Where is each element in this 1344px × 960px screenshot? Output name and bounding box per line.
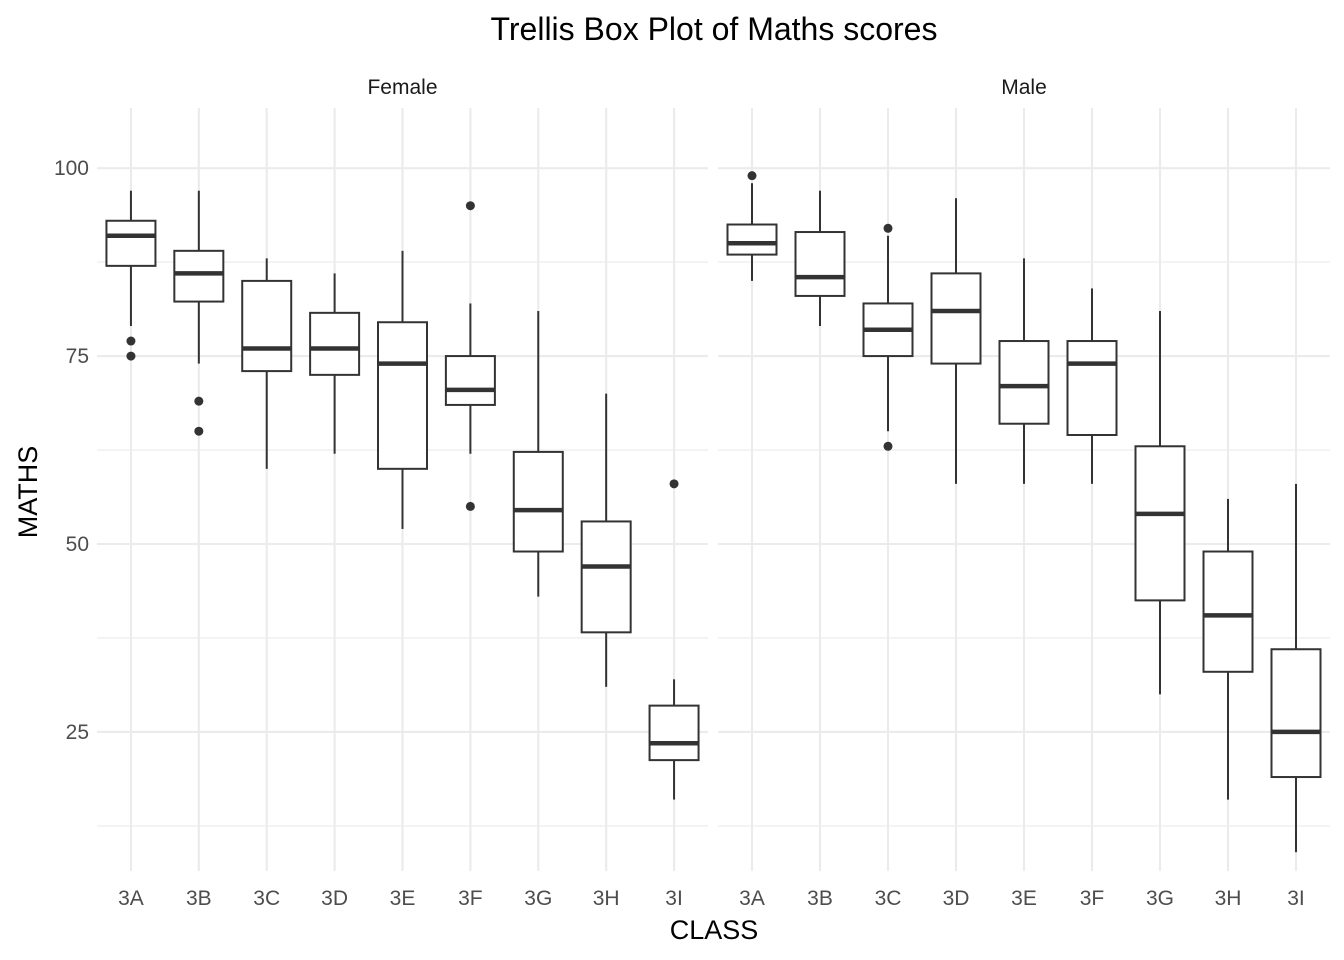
iqr-box [309,311,361,376]
facet-strip-label: Female [367,76,437,99]
box-3e [998,258,1050,484]
x-tick-label: 3E [390,887,416,910]
outlier-point [126,336,136,346]
iqr-box [1202,550,1254,673]
y-axis-label: MATHS [13,446,43,539]
x-tick-label: 3B [186,887,212,910]
iqr-box [1134,445,1186,602]
x-tick-label: 3A [118,887,144,910]
box-3d [309,273,361,454]
x-tick-label: 3I [1287,887,1305,910]
box-3i [648,479,700,800]
iqr-box [173,249,225,303]
chart-title: Trellis Box Plot of Maths scores [491,11,938,47]
x-tick-label: 3F [1080,887,1105,910]
iqr-box [241,279,293,373]
outlier-point [747,171,757,181]
outlier-point [883,223,893,233]
x-tick-label: 3C [253,887,280,910]
x-tick-label: 3B [807,887,833,910]
x-tick-label: 3G [1146,887,1174,910]
outlier-point [669,479,679,489]
y-tick-label: 100 [54,157,89,180]
x-tick-label: 3D [321,887,348,910]
panel-male: Male 3A 3B 3C 3D 3E 3F 3G 3H 3I [718,76,1330,910]
iqr-box [1270,648,1322,779]
iqr-box [512,450,564,553]
outlier-point [465,201,475,211]
box-3d [930,198,982,484]
y-tick-label: 75 [66,345,89,368]
box-3f [444,201,496,511]
iqr-box [105,219,157,267]
x-tick-label: 3H [1215,887,1242,910]
x-tick-label: 3I [665,887,683,910]
iqr-box [726,223,778,256]
iqr-box [444,355,496,406]
box-3b [794,190,846,326]
outlier-point [194,426,204,436]
x-tick-label: 3C [875,887,902,910]
panels: 25 50 75 100 Female 3A 3B 3C 3D 3E 3F 3G 3H 3I Male 3A 3… [54,76,1330,910]
box-3e [377,250,428,529]
facet-strip-label: Male [1001,76,1047,99]
iqr-box [648,704,700,762]
x-tick-label: 3E [1011,887,1037,910]
box-3a [105,190,157,361]
box-3b [173,190,225,436]
iqr-box [580,520,632,634]
x-tick-label: 3D [943,887,970,910]
x-tick-label: 3F [458,887,483,910]
x-tick-label: 3A [739,887,765,910]
x-tick-label: 3G [524,887,552,910]
x-axis-label: CLASS [670,915,759,945]
box-3g [1134,310,1186,695]
panel-female: Female 3A 3B 3C 3D 3E 3F 3G 3H 3I [97,76,708,910]
outlier-point [126,351,136,361]
box-3i [1270,483,1322,853]
iqr-box [377,321,428,470]
y-tick-label: 25 [66,721,89,744]
outlier-point [883,441,893,451]
iqr-box [930,272,982,365]
outlier-point [194,396,204,406]
box-3c [241,258,293,469]
box-3c [862,223,914,451]
box-3h [1202,498,1254,800]
box-3g [512,310,564,597]
box-3h [580,393,632,687]
iqr-box [794,231,846,297]
iqr-box [1066,340,1118,436]
box-3f [1066,288,1118,484]
iqr-box [998,340,1050,425]
x-tick-label: 3H [593,887,620,910]
box-3a [726,171,778,281]
outlier-point [465,501,475,511]
y-tick-label: 50 [66,533,89,556]
